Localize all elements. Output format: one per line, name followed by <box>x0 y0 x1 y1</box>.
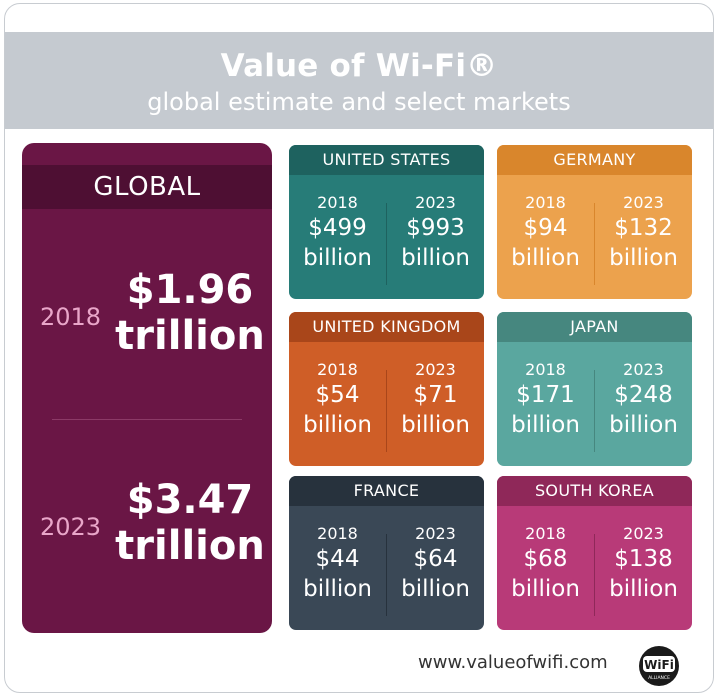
market-divider <box>594 370 595 452</box>
market-card: JAPAN 2018 $171 billion 2023 $248 billion <box>497 312 692 466</box>
market-col-2018: 2018 $54 billion <box>289 360 386 439</box>
global-year-2018: 2018 <box>40 303 102 331</box>
global-value-2023: $3.47 trillion <box>110 477 270 569</box>
market-value-amount: $132 <box>614 215 673 241</box>
market-divider <box>386 370 387 452</box>
footer-url[interactable]: www.valueofwifi.com <box>418 652 608 673</box>
market-name: JAPAN <box>497 312 692 342</box>
global-value-2018: $1.96 trillion <box>110 267 270 359</box>
market-value-amount: $248 <box>614 382 673 408</box>
market-value-unit: billion <box>609 245 678 271</box>
market-year: 2023 <box>415 193 456 212</box>
global-divider <box>52 419 242 420</box>
market-value-amount: $94 <box>523 215 568 241</box>
market-year: 2018 <box>525 524 566 543</box>
logo-subtext: ALLIANCE <box>648 675 670 681</box>
market-value-amount: $993 <box>406 215 465 241</box>
market-name: FRANCE <box>289 476 484 506</box>
market-year: 2023 <box>623 360 664 379</box>
header-banner: Value of Wi-Fi® global estimate and sele… <box>5 32 713 129</box>
market-col-2023: 2023 $64 billion <box>387 524 484 603</box>
page-subtitle: global estimate and select markets <box>147 88 571 116</box>
market-year: 2018 <box>317 193 358 212</box>
market-value-unit: billion <box>303 245 372 271</box>
market-col-2023: 2023 $138 billion <box>595 524 692 603</box>
market-divider <box>594 534 595 616</box>
market-value-unit: billion <box>511 576 580 602</box>
market-col-2018: 2018 $171 billion <box>497 360 594 439</box>
global-value-2023-unit: trillion <box>115 523 265 569</box>
market-card: GERMANY 2018 $94 billion 2023 $132 billion <box>497 145 692 299</box>
market-col-2023: 2023 $132 billion <box>595 193 692 272</box>
market-value-unit: billion <box>511 412 580 438</box>
market-col-2023: 2023 $71 billion <box>387 360 484 439</box>
market-value-amount: $171 <box>516 382 575 408</box>
global-value-2023-amount: $3.47 <box>126 477 254 523</box>
market-value-unit: billion <box>401 412 470 438</box>
market-col-2023: 2023 $993 billion <box>387 193 484 272</box>
market-value-amount: $71 <box>413 382 458 408</box>
market-value-unit: billion <box>401 576 470 602</box>
market-year: 2018 <box>525 360 566 379</box>
market-value-amount: $499 <box>308 215 367 241</box>
global-value-2018-amount: $1.96 <box>126 267 254 313</box>
wifi-alliance-logo: WiFi ALLIANCE <box>639 646 679 686</box>
global-value-2018-unit: trillion <box>115 313 265 359</box>
global-year-2023: 2023 <box>40 513 102 541</box>
market-year: 2018 <box>317 524 358 543</box>
market-value-unit: billion <box>609 412 678 438</box>
market-name: SOUTH KOREA <box>497 476 692 506</box>
market-value-unit: billion <box>609 576 678 602</box>
market-card: SOUTH KOREA 2018 $68 billion 2023 $138 billion <box>497 476 692 630</box>
market-value-amount: $54 <box>315 382 360 408</box>
market-value-unit: billion <box>401 245 470 271</box>
market-year: 2023 <box>623 193 664 212</box>
market-card: UNITED KINGDOM 2018 $54 billion 2023 $71 billi… <box>289 312 484 466</box>
market-year: 2018 <box>317 360 358 379</box>
market-year: 2018 <box>525 193 566 212</box>
market-name: UNITED STATES <box>289 145 484 175</box>
global-panel: GLOBAL 2018 $1.96 trillion 2023 $3.47 tr… <box>22 143 272 633</box>
market-divider <box>386 203 387 285</box>
market-value-unit: billion <box>303 412 372 438</box>
market-value-amount: $138 <box>614 546 673 572</box>
market-col-2018: 2018 $68 billion <box>497 524 594 603</box>
market-value-amount: $68 <box>523 546 568 572</box>
market-col-2018: 2018 $94 billion <box>497 193 594 272</box>
market-divider <box>594 203 595 285</box>
market-card: FRANCE 2018 $44 billion 2023 $64 billion <box>289 476 484 630</box>
market-name: UNITED KINGDOM <box>289 312 484 342</box>
market-card: UNITED STATES 2018 $499 billion 2023 $993 bill… <box>289 145 484 299</box>
market-col-2023: 2023 $248 billion <box>595 360 692 439</box>
market-year: 2023 <box>415 360 456 379</box>
page-title: Value of Wi-Fi® <box>220 48 498 84</box>
market-value-amount: $44 <box>315 546 360 572</box>
market-year: 2023 <box>623 524 664 543</box>
global-label: GLOBAL <box>22 165 272 209</box>
market-col-2018: 2018 $44 billion <box>289 524 386 603</box>
logo-text: WiFi <box>644 658 674 672</box>
market-value-amount: $64 <box>413 546 458 572</box>
market-value-unit: billion <box>511 245 580 271</box>
market-year: 2023 <box>415 524 456 543</box>
market-col-2018: 2018 $499 billion <box>289 193 386 272</box>
market-divider <box>386 534 387 616</box>
market-name: GERMANY <box>497 145 692 175</box>
market-value-unit: billion <box>303 576 372 602</box>
